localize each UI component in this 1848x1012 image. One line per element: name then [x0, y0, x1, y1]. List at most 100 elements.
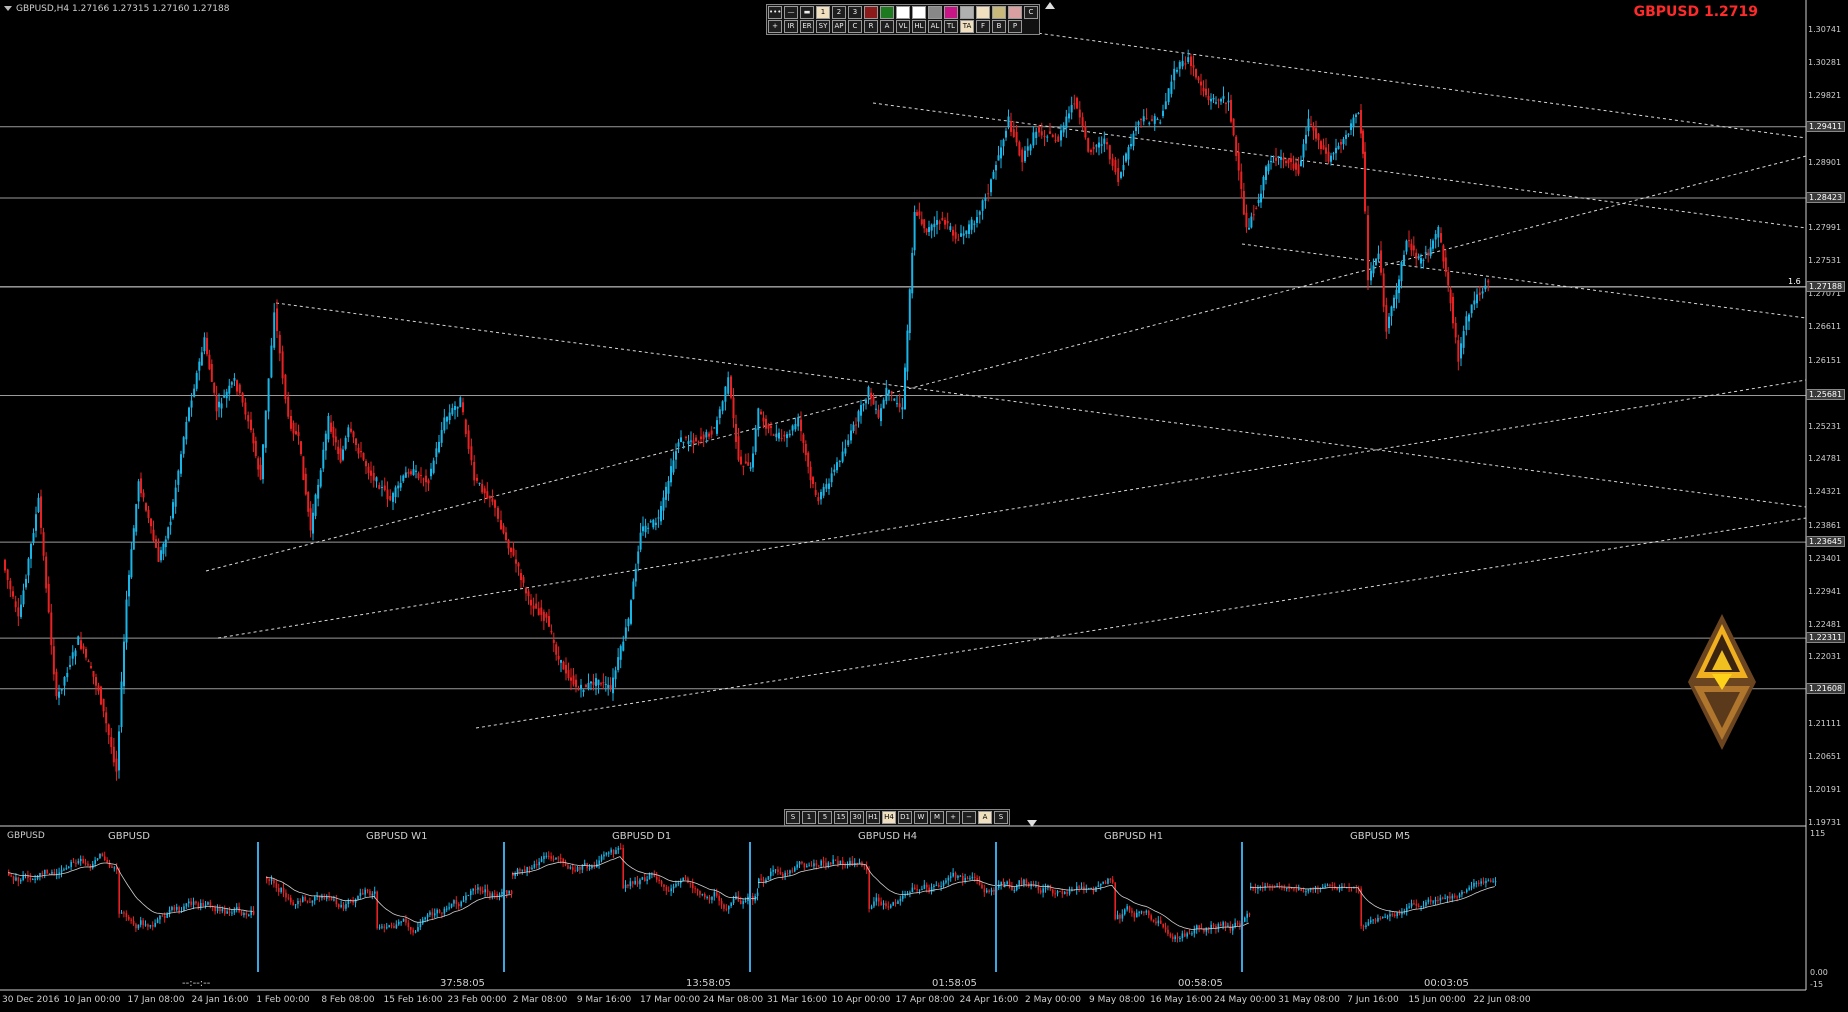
timeframe-12-button[interactable]: A: [978, 811, 992, 824]
candle-body: [1153, 116, 1156, 124]
draw-tool2-11-button[interactable]: TL: [944, 20, 958, 33]
mini-candle-body: [1203, 928, 1205, 932]
draw-tool-12-button[interactable]: [960, 6, 974, 19]
candle-body: [464, 419, 467, 435]
mini-candle-body: [740, 900, 742, 905]
candle-body: [507, 539, 510, 549]
mini-candle-body: [1307, 889, 1310, 892]
timeframe-11-button[interactable]: −: [962, 811, 976, 824]
timeframe-6-button[interactable]: H4: [882, 811, 896, 824]
draw-tool-2-button[interactable]: ▬: [800, 6, 814, 19]
timeframe-10-button[interactable]: +: [946, 811, 960, 824]
candle-body: [1282, 157, 1285, 161]
draw-tool2-4-button[interactable]: AP: [832, 20, 846, 33]
draw-tool-16-button[interactable]: C: [1024, 6, 1038, 19]
draw-tool-13-button[interactable]: [976, 6, 990, 19]
draw-tool2-1-button[interactable]: IR: [784, 20, 798, 33]
timeframe-0-button[interactable]: S: [786, 811, 800, 824]
candle-body: [933, 223, 936, 228]
mini-candle-body: [168, 909, 171, 914]
timeframe-5-button[interactable]: H1: [866, 811, 880, 824]
mini-candle-body: [405, 918, 407, 923]
trend-line[interactable]: [1014, 29, 1807, 139]
draw-tool2-3-button[interactable]: SY: [816, 20, 830, 33]
timeframe-toolbar: S 1 5 15 30 H1 H4 D1 W M + − A S: [784, 809, 1010, 826]
candle-body: [885, 387, 888, 402]
timeframe-7-button[interactable]: D1: [898, 811, 912, 824]
candle-body: [984, 197, 987, 201]
trend-line[interactable]: [872, 102, 1807, 229]
candle-body: [1049, 131, 1051, 134]
draw-tool2-15-button[interactable]: P: [1008, 20, 1022, 33]
timeframe-8-button[interactable]: W: [914, 811, 928, 824]
draw-tool-15-button[interactable]: [1008, 6, 1022, 19]
draw-tool-5-button[interactable]: 3: [848, 6, 862, 19]
mini-candle-body: [1360, 888, 1362, 927]
mini-candle-body: [458, 903, 460, 907]
draw-tool-14-button[interactable]: [992, 6, 1006, 19]
candle-body: [1114, 160, 1117, 173]
mini-candle-body: [510, 890, 513, 895]
draw-tool-10-button[interactable]: [928, 6, 942, 19]
draw-tool2-2-button[interactable]: ER: [800, 20, 814, 33]
trend-line[interactable]: [1241, 243, 1807, 319]
candle-body: [37, 497, 40, 513]
mini-candle-body: [376, 891, 378, 929]
draw-tool2-5-button[interactable]: C: [848, 20, 862, 33]
draw-tool-1-button[interactable]: —: [784, 6, 798, 19]
candle-body: [833, 469, 836, 472]
candle-body: [1065, 116, 1068, 129]
candle-body: [906, 330, 909, 372]
trend-line[interactable]: [217, 379, 1807, 639]
timeframe-1-button[interactable]: 1: [802, 811, 816, 824]
collapse-up-icon[interactable]: [1045, 2, 1055, 9]
candle-body: [247, 415, 250, 422]
draw-tool-7-button[interactable]: [880, 6, 894, 19]
mini-candle-body: [926, 884, 928, 888]
timeframe-3-button[interactable]: 15: [834, 811, 848, 824]
draw-tool2-8-button[interactable]: VL: [896, 20, 910, 33]
mini-candle-body: [1212, 924, 1215, 927]
candle-body: [327, 416, 330, 440]
mini-candle-body: [486, 889, 489, 893]
mini-candle-body: [706, 896, 708, 898]
draw-tool2-0-button[interactable]: +: [768, 20, 782, 33]
mini-candle-body: [347, 900, 350, 905]
candle-body: [530, 599, 532, 606]
trend-line[interactable]: [275, 302, 1807, 508]
candle-body: [532, 605, 535, 609]
draw-tool2-13-button[interactable]: F: [976, 20, 990, 33]
draw-tool-0-button[interactable]: •••: [768, 6, 782, 19]
mini-candle-body: [798, 861, 801, 865]
trend-line[interactable]: [205, 155, 1807, 572]
mini-candle-body: [634, 880, 636, 884]
timeframe-9-button[interactable]: M: [930, 811, 944, 824]
draw-tool-4-button[interactable]: 2: [832, 6, 846, 19]
draw-tool-9-button[interactable]: [912, 6, 926, 19]
draw-tool-3-button[interactable]: 1: [816, 6, 830, 19]
mini-candle-body: [564, 862, 567, 866]
candle-body: [502, 525, 505, 533]
draw-tool2-7-button[interactable]: A: [880, 20, 894, 33]
collapse-down-icon[interactable]: [1027, 820, 1037, 827]
candle-body: [916, 212, 918, 216]
draw-tool2-9-button[interactable]: HL: [912, 20, 926, 33]
dropdown-arrow-icon[interactable]: [4, 6, 12, 11]
mini-candle-body: [82, 858, 84, 863]
candle-body: [155, 539, 157, 548]
draw-tool2-6-button[interactable]: R: [864, 20, 878, 33]
draw-tool-6-button[interactable]: [864, 6, 878, 19]
draw-tool2-10-button[interactable]: AL: [928, 20, 942, 33]
candle-body: [713, 427, 716, 429]
timeframe-13-button[interactable]: S: [994, 811, 1008, 824]
draw-tool-8-button[interactable]: [896, 6, 910, 19]
candle-body: [1222, 96, 1225, 99]
timeframe-2-button[interactable]: 5: [818, 811, 832, 824]
timeframe-4-button[interactable]: 30: [850, 811, 864, 824]
draw-tool-11-button[interactable]: [944, 6, 958, 19]
trend-line[interactable]: [475, 517, 1807, 729]
mini-candle-body: [696, 888, 699, 891]
draw-tool2-12-button[interactable]: TA: [960, 20, 974, 33]
draw-tool2-14-button[interactable]: B: [992, 20, 1006, 33]
